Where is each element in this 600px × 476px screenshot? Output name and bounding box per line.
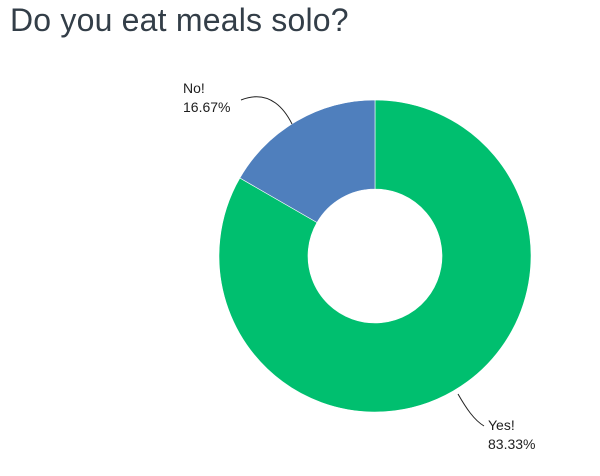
leader-line-no [240, 96, 293, 125]
slice-no [239, 99, 376, 223]
slice-yes [218, 99, 532, 413]
slice-label-value-no: 16.67% [183, 99, 230, 115]
leader-line-yes [457, 393, 485, 427]
slice-label-value-yes: 83.33% [488, 436, 535, 452]
slice-label-name-yes: Yes! [488, 417, 515, 433]
chart-title: Do you eat meals solo? [10, 2, 349, 38]
slice-label-name-no: No! [183, 80, 205, 96]
